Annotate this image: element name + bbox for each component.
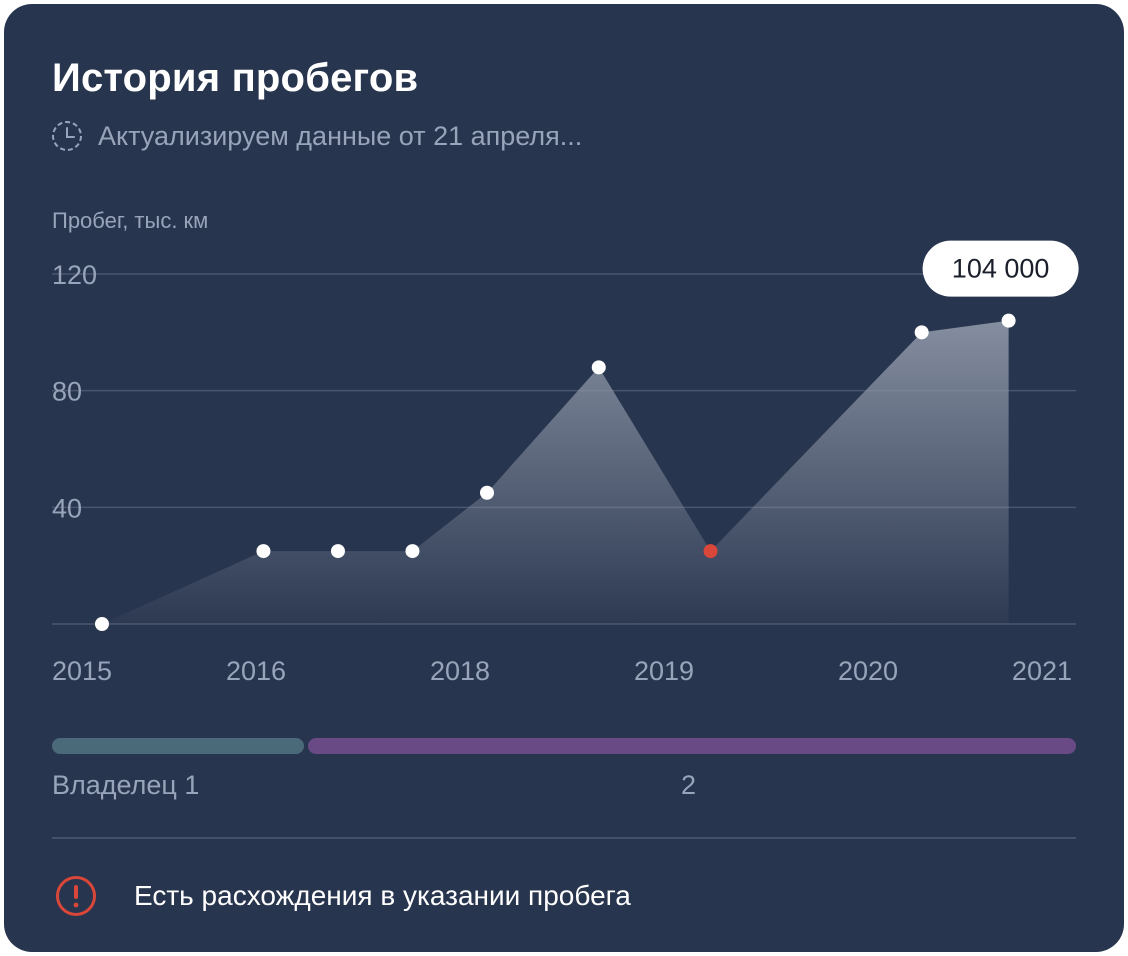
x-tick-label: 2015 bbox=[52, 656, 112, 686]
exclamation-circle-icon bbox=[54, 874, 98, 918]
mileage-warning: Есть расхождения в указании пробега bbox=[54, 874, 631, 918]
data-point[interactable] bbox=[914, 325, 929, 340]
data-point[interactable] bbox=[591, 360, 606, 375]
data-point[interactable] bbox=[405, 544, 420, 559]
owner-1-bar bbox=[52, 738, 304, 754]
x-tick-label: 2021 bbox=[1012, 656, 1072, 686]
y-tick-label: 40 bbox=[52, 493, 82, 523]
value-callout-label: 104 000 bbox=[952, 254, 1050, 284]
divider bbox=[52, 837, 1076, 839]
value-callout bbox=[922, 240, 1079, 297]
data-point[interactable] bbox=[330, 544, 345, 559]
card-title: История пробегов bbox=[52, 56, 419, 100]
x-tick-label: 2018 bbox=[430, 656, 490, 686]
update-status-text: Актуализируем данные от 21 апреля... bbox=[98, 120, 583, 151]
x-tick-label: 2020 bbox=[838, 656, 898, 686]
mileage-history-card: История пробегов Актуализируем данные от… bbox=[4, 4, 1124, 952]
y-axis-label: Пробег, тыс. км bbox=[52, 208, 208, 233]
clock-icon bbox=[50, 119, 84, 153]
owner-2-bar bbox=[308, 738, 1076, 754]
owner-1-label: Владелец 1 bbox=[52, 770, 200, 800]
owner-2-label: 2 bbox=[681, 770, 697, 800]
y-tick-label: 120 bbox=[52, 260, 97, 290]
x-tick-label: 2016 bbox=[226, 656, 286, 686]
mileage-area bbox=[102, 320, 1009, 624]
data-point[interactable] bbox=[1001, 313, 1016, 328]
data-point[interactable] bbox=[256, 544, 271, 559]
data-point[interactable] bbox=[95, 617, 109, 631]
x-tick-label: 2019 bbox=[634, 656, 694, 686]
update-status: Актуализируем данные от 21 апреля... bbox=[50, 118, 582, 154]
mileage-chart: 40 80 120 2015 2016 2018 2019 2020 2021 104 000… bbox=[52, 208, 1079, 754]
y-tick-label: 80 bbox=[52, 377, 82, 407]
discrepancy-point[interactable] bbox=[703, 544, 718, 559]
data-point[interactable] bbox=[480, 485, 494, 500]
warning-text: Есть расхождения в указании пробега bbox=[134, 880, 631, 911]
